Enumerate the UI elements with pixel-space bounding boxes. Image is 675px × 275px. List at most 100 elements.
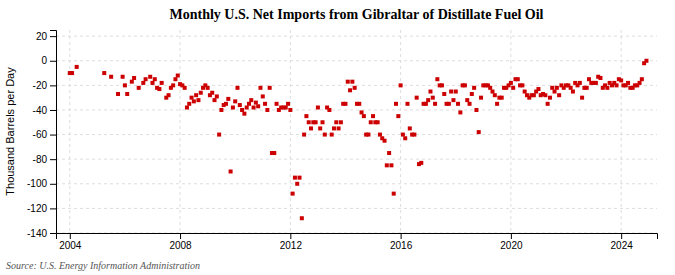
point bbox=[428, 90, 432, 94]
point bbox=[383, 139, 387, 143]
point bbox=[449, 90, 453, 94]
y-axis: 200-20-40-60-80-100-120-140 bbox=[27, 31, 57, 239]
point bbox=[451, 98, 455, 102]
point bbox=[488, 86, 492, 90]
tick-mark bbox=[70, 233, 71, 239]
point bbox=[394, 102, 398, 106]
point bbox=[456, 102, 460, 106]
point bbox=[339, 120, 343, 124]
point bbox=[199, 91, 203, 95]
tick-label: 2012 bbox=[280, 240, 303, 251]
point bbox=[353, 86, 357, 90]
point bbox=[116, 92, 120, 96]
point bbox=[258, 86, 262, 90]
tick: 2020 bbox=[500, 233, 523, 251]
point bbox=[293, 176, 297, 180]
point bbox=[321, 120, 325, 124]
point bbox=[121, 75, 125, 79]
point bbox=[350, 80, 354, 84]
tick-label: 20 bbox=[36, 31, 48, 42]
point bbox=[424, 102, 428, 106]
tick-label: 2024 bbox=[611, 240, 634, 251]
tick-mark bbox=[50, 36, 56, 37]
point bbox=[472, 86, 476, 90]
tick: -140 bbox=[27, 228, 56, 239]
point bbox=[433, 102, 437, 106]
point bbox=[555, 86, 559, 90]
point bbox=[348, 88, 352, 92]
point bbox=[640, 77, 644, 81]
point bbox=[215, 94, 219, 98]
tick: -100 bbox=[27, 178, 56, 189]
point bbox=[371, 114, 375, 118]
point bbox=[399, 83, 403, 87]
point bbox=[343, 102, 347, 106]
point bbox=[578, 81, 582, 85]
point bbox=[360, 110, 364, 114]
grid bbox=[56, 30, 657, 233]
tick: -20 bbox=[33, 80, 56, 91]
point bbox=[594, 81, 598, 85]
point bbox=[302, 133, 306, 137]
point bbox=[569, 86, 573, 90]
point bbox=[240, 108, 244, 112]
point bbox=[109, 75, 113, 79]
point bbox=[252, 106, 256, 110]
tick: 2008 bbox=[169, 233, 192, 251]
source: Source: U.S. Energy Information Administ… bbox=[6, 260, 200, 271]
tick: 2012 bbox=[280, 233, 303, 251]
point bbox=[137, 86, 141, 90]
point bbox=[242, 112, 246, 116]
point bbox=[557, 93, 561, 97]
grid-line bbox=[56, 183, 657, 184]
point bbox=[288, 108, 292, 112]
point bbox=[346, 80, 350, 84]
point bbox=[196, 98, 200, 102]
point bbox=[415, 96, 419, 100]
point bbox=[378, 133, 382, 137]
tick-mark bbox=[290, 233, 291, 239]
point bbox=[520, 83, 524, 87]
point bbox=[316, 106, 320, 110]
point bbox=[256, 104, 260, 108]
tick: -80 bbox=[33, 154, 56, 165]
point bbox=[571, 90, 575, 94]
tick-label: 2008 bbox=[169, 240, 192, 251]
grid-line bbox=[56, 159, 657, 160]
point bbox=[585, 86, 589, 90]
point bbox=[190, 96, 194, 100]
point bbox=[376, 120, 380, 124]
point bbox=[148, 75, 152, 79]
point bbox=[245, 106, 249, 110]
point bbox=[509, 81, 513, 85]
point bbox=[442, 92, 446, 96]
point bbox=[493, 93, 497, 97]
grid-line bbox=[56, 109, 657, 110]
point bbox=[523, 90, 527, 94]
point bbox=[300, 216, 304, 220]
grid-line bbox=[56, 36, 657, 37]
point bbox=[210, 91, 214, 95]
point bbox=[130, 80, 134, 84]
tick-label: -80 bbox=[33, 154, 48, 165]
point bbox=[268, 86, 272, 90]
point bbox=[295, 182, 299, 186]
tick-label: -60 bbox=[33, 129, 48, 140]
point bbox=[385, 163, 389, 167]
tick: 2024 bbox=[611, 233, 634, 251]
point bbox=[605, 86, 609, 90]
point bbox=[327, 108, 331, 112]
point bbox=[157, 87, 161, 91]
point bbox=[403, 136, 407, 140]
tick-label: -120 bbox=[27, 203, 47, 214]
point bbox=[468, 102, 472, 106]
point bbox=[479, 96, 483, 100]
point bbox=[132, 76, 136, 80]
point bbox=[304, 114, 308, 118]
point bbox=[412, 133, 416, 137]
tick-label: -20 bbox=[33, 80, 48, 91]
tick-label: 2004 bbox=[59, 240, 82, 251]
tick-mark bbox=[50, 184, 56, 185]
tick-mark bbox=[50, 135, 56, 136]
tick-label: -140 bbox=[27, 228, 47, 239]
